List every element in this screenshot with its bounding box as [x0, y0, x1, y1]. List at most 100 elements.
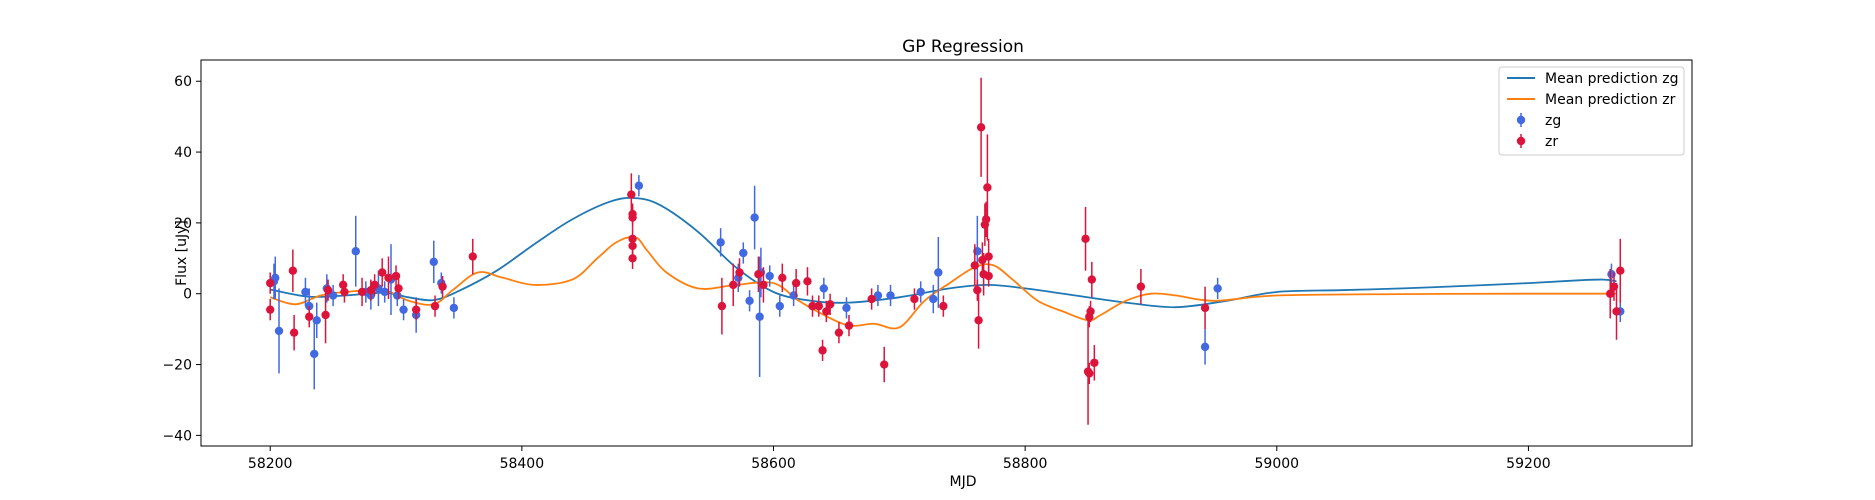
y-tick-label: 40 — [174, 145, 192, 161]
y-tick-label: 20 — [174, 216, 192, 232]
point-zr — [266, 299, 275, 321]
point-zg — [842, 297, 851, 319]
x-tick-label: 58600 — [751, 456, 796, 472]
point-zr — [814, 295, 823, 317]
marker-zg — [929, 294, 938, 304]
point-zr — [384, 256, 393, 300]
marker-zr — [340, 287, 349, 297]
point-zr — [1136, 268, 1146, 305]
point-zr — [1086, 300, 1095, 323]
point-zr — [976, 77, 986, 177]
legend-label-zr-line: Mean prediction zr — [1545, 92, 1676, 108]
marker-zg — [745, 296, 754, 306]
marker-zg — [271, 273, 280, 282]
marker-zg — [765, 271, 774, 281]
marker-zr — [468, 252, 477, 261]
point-zr — [323, 279, 333, 301]
marker-zr — [974, 316, 983, 325]
marker-zr — [759, 280, 768, 290]
marker-zr — [981, 215, 991, 224]
marker-zr — [357, 287, 367, 297]
point-zg — [274, 288, 284, 374]
point-zr — [1606, 268, 1615, 319]
point-zg — [819, 277, 829, 300]
marker-zr — [976, 123, 986, 132]
point-zr — [370, 274, 379, 296]
marker-zg — [873, 291, 883, 300]
y-tick-label: 0 — [183, 287, 192, 303]
point-zg — [380, 281, 389, 303]
legend-marker — [1516, 136, 1526, 146]
point-zr — [357, 277, 367, 307]
point-zr — [468, 238, 477, 275]
point-zr — [983, 134, 992, 241]
point-zr — [778, 263, 787, 292]
marker-zr — [791, 278, 801, 288]
point-zg — [739, 242, 748, 264]
marker-zr — [411, 305, 421, 314]
y-axis-ticks: −40 −20 0 20 40 60 — [162, 74, 201, 444]
marker-zr — [628, 241, 637, 251]
marker-zr — [628, 213, 637, 222]
point-zr — [803, 267, 812, 296]
marker-zg — [312, 316, 321, 325]
point-zr — [1612, 283, 1621, 340]
point-zr — [266, 272, 275, 294]
marker-zr — [628, 254, 637, 263]
marker-zr — [384, 273, 393, 282]
marker-zg — [380, 287, 389, 297]
point-zr — [305, 306, 314, 328]
point-zr — [340, 281, 349, 303]
marker-zr — [1606, 289, 1615, 298]
point-zr — [628, 206, 637, 229]
marker-zr — [844, 321, 854, 330]
marker-zr — [323, 285, 333, 295]
point-zr — [1090, 345, 1099, 381]
point-zg — [886, 284, 895, 307]
point-zr — [1087, 261, 1097, 298]
point-zr — [818, 339, 827, 362]
marker-zg — [819, 284, 829, 293]
marker-zr — [438, 282, 447, 291]
point-zr — [939, 295, 948, 317]
x-axis-ticks: 58200 58400 58600 58800 59000 59200 — [248, 446, 1551, 472]
marker-zg — [1213, 284, 1222, 293]
marker-zg — [328, 291, 338, 300]
marker-zg — [750, 213, 759, 222]
point-zr — [411, 299, 421, 321]
marker-zg — [916, 287, 925, 297]
marker-zr — [808, 301, 817, 311]
plot-frame — [200, 59, 1693, 447]
y-tick-label: −20 — [162, 358, 192, 374]
point-zr — [430, 295, 440, 317]
marker-zr — [825, 300, 835, 309]
marker-zg — [449, 303, 459, 313]
marker-zr — [818, 346, 827, 355]
point-zr — [1081, 206, 1090, 271]
marker-zr — [288, 266, 298, 275]
x-tick-label: 58400 — [500, 456, 545, 472]
marker-zr — [984, 252, 993, 261]
point-zr — [910, 288, 919, 310]
point-zr — [981, 201, 991, 238]
marker-zr — [1136, 282, 1146, 291]
mean-prediction-zr-line — [269, 235, 1617, 330]
point-zg — [873, 284, 883, 307]
legend-label-zr-points: zr — [1545, 134, 1558, 150]
legend-box — [1498, 66, 1685, 156]
marker-zr — [717, 301, 727, 311]
point-zg — [399, 299, 408, 321]
point-zr — [791, 268, 801, 298]
marker-zg — [301, 287, 310, 297]
point-zr — [627, 173, 636, 216]
marker-zg — [351, 247, 360, 256]
point-zr — [973, 279, 982, 301]
marker-zg — [393, 291, 402, 300]
chart-title: GP Regression — [902, 37, 1024, 57]
x-tick-label: 59000 — [1255, 456, 1300, 472]
point-zg — [1213, 277, 1222, 300]
marker-zr — [377, 268, 387, 277]
marker-zr — [289, 328, 299, 337]
legend-label-zg-points: zg — [1545, 113, 1561, 129]
marker-zg — [886, 291, 895, 300]
